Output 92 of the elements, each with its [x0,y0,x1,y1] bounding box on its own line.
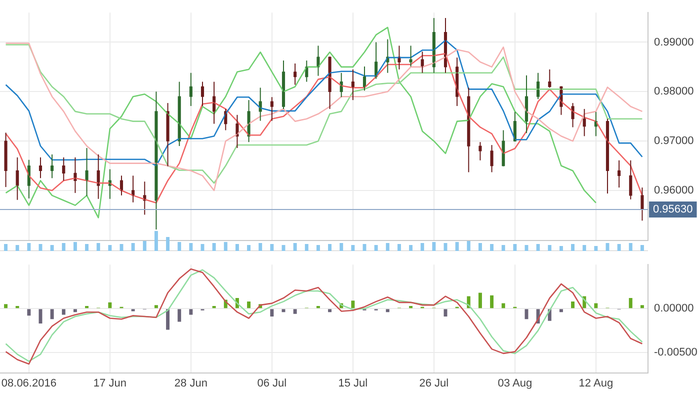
bar [50,245,54,251]
bar [27,243,31,251]
bar [108,302,112,308]
bar [594,246,598,251]
bar [386,309,390,312]
bar [189,309,193,315]
bar [478,243,482,251]
bar [224,242,228,251]
bar [304,244,308,251]
x-tick-label: 06 Jul [257,377,287,390]
bar [502,245,506,251]
bar [247,245,251,251]
bar [108,245,112,251]
bar [640,245,644,251]
bar [594,303,598,308]
y-tick-label: 0.98000 [654,86,694,98]
bar [502,303,506,308]
bar [27,309,31,316]
bar [513,244,517,251]
bar [559,309,563,312]
bar [571,302,575,308]
bar [142,241,146,251]
bar [490,244,494,251]
bar [617,244,621,251]
bar [640,305,644,308]
x-tick-label: 15 Jul [338,377,368,390]
x-tick-label: 17 Jun [93,377,126,390]
bar [432,242,436,251]
bar [386,243,390,251]
bar [73,242,77,251]
bar [340,243,344,251]
bar [466,241,470,251]
bar [328,309,332,312]
bar [559,246,563,251]
bar [328,244,332,251]
bar [420,243,424,251]
bar [351,245,355,251]
bar [247,302,251,308]
bar [131,243,135,251]
bar [4,304,8,308]
bar [62,243,66,251]
bar [293,243,297,251]
ref-line-label: 0.95630 [653,204,693,216]
bar [316,306,320,308]
x-tick-label: 28 Jun [174,377,208,390]
bar [50,309,54,320]
bar [409,306,413,308]
bar [178,242,182,251]
bar [258,243,262,251]
bar [85,306,89,308]
bar [455,242,459,251]
bar [536,244,540,251]
bar [212,306,216,308]
x-tick-label: 03 Aug [498,377,532,390]
bar [316,245,320,251]
x-tick-label: 08.06.2016 [1,377,56,390]
bar [571,244,575,251]
bar [409,245,413,251]
bar [490,295,494,308]
bar [16,306,20,308]
bar [73,309,77,312]
y-tick-label: 0.96000 [654,184,694,197]
bar [235,244,239,251]
bar [16,245,20,251]
bar [628,298,632,308]
bar [374,245,378,251]
bar [154,305,158,308]
y-tick-label: -0.00500 [654,346,698,359]
bar [85,244,89,251]
bar [62,309,66,315]
x-tick-label: 12 Aug [578,377,614,390]
bar [4,244,8,251]
bar [478,292,482,308]
y-tick-label: 0.00000 [654,302,694,315]
bar [166,237,170,251]
bar [154,231,158,251]
y-tick-label: 0.99000 [654,36,694,48]
x-tick-label: 26 Jul [419,377,449,390]
bar [270,309,274,316]
bar [166,309,170,330]
bar [582,245,586,251]
bar [293,309,297,314]
y-tick-label: 0.97000 [654,135,694,148]
bar [270,244,274,251]
bar [96,243,100,251]
bar [397,244,401,251]
bar [628,243,632,251]
bar [178,309,182,322]
bar [351,300,355,308]
bar [212,243,216,251]
bar [548,245,552,251]
bar [189,243,193,251]
